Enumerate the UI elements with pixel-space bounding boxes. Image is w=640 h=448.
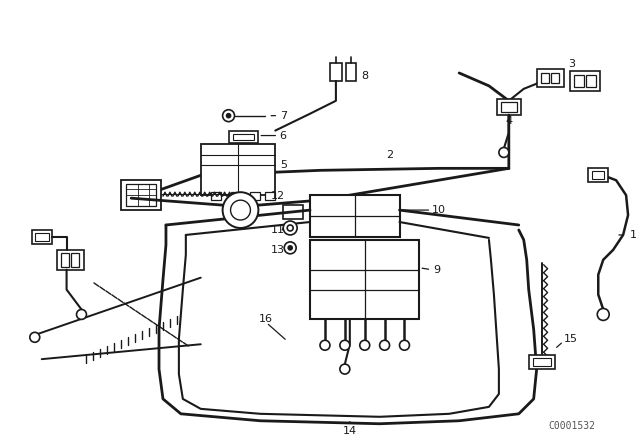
Bar: [532, 358, 550, 366]
Bar: [310, 240, 419, 319]
Bar: [266, 192, 275, 200]
Bar: [592, 171, 604, 179]
Bar: [57, 250, 84, 270]
Text: 1: 1: [630, 230, 637, 240]
Bar: [35, 233, 49, 241]
Circle shape: [399, 340, 410, 350]
Circle shape: [77, 310, 86, 319]
Text: 7: 7: [280, 111, 287, 121]
Circle shape: [227, 114, 230, 118]
Bar: [588, 168, 608, 182]
Circle shape: [360, 340, 370, 350]
Text: 3: 3: [568, 59, 575, 69]
Text: 5: 5: [280, 160, 287, 170]
Text: 4: 4: [505, 116, 513, 125]
Bar: [201, 143, 275, 195]
Circle shape: [320, 340, 330, 350]
Circle shape: [380, 340, 390, 350]
Circle shape: [284, 221, 297, 235]
Text: 6: 6: [280, 130, 287, 141]
Text: 15: 15: [563, 334, 577, 344]
Bar: [250, 192, 260, 200]
Bar: [550, 73, 559, 83]
Bar: [70, 253, 79, 267]
Bar: [537, 69, 564, 87]
Bar: [32, 230, 52, 244]
Text: 2: 2: [386, 151, 393, 160]
Circle shape: [340, 340, 350, 350]
Bar: [501, 102, 516, 112]
Text: 14: 14: [343, 426, 357, 436]
Text: 9: 9: [434, 265, 441, 275]
Circle shape: [499, 147, 509, 157]
Bar: [575, 75, 584, 87]
Circle shape: [30, 332, 40, 342]
Circle shape: [340, 364, 350, 374]
Bar: [541, 73, 548, 83]
Text: 10: 10: [432, 205, 446, 215]
Circle shape: [284, 242, 296, 254]
Bar: [570, 71, 600, 91]
Bar: [497, 99, 521, 115]
Circle shape: [597, 309, 609, 320]
Text: 13: 13: [271, 245, 285, 255]
Circle shape: [223, 192, 259, 228]
Text: 8: 8: [361, 71, 368, 81]
Bar: [211, 192, 221, 200]
Circle shape: [287, 225, 293, 231]
Bar: [529, 355, 554, 369]
Bar: [284, 205, 303, 219]
Bar: [310, 195, 399, 237]
Text: C0001532: C0001532: [548, 421, 595, 431]
Bar: [330, 63, 342, 81]
Text: 11: 11: [271, 225, 285, 235]
Bar: [228, 130, 259, 142]
Bar: [230, 192, 241, 200]
Bar: [61, 253, 68, 267]
Text: 12: 12: [271, 191, 285, 201]
Circle shape: [230, 200, 250, 220]
Text: 16: 16: [259, 314, 273, 324]
Bar: [121, 180, 161, 210]
Bar: [586, 75, 596, 87]
Bar: [126, 184, 156, 206]
Circle shape: [288, 246, 292, 250]
Circle shape: [223, 110, 234, 122]
Bar: [232, 134, 255, 139]
Bar: [346, 63, 356, 81]
